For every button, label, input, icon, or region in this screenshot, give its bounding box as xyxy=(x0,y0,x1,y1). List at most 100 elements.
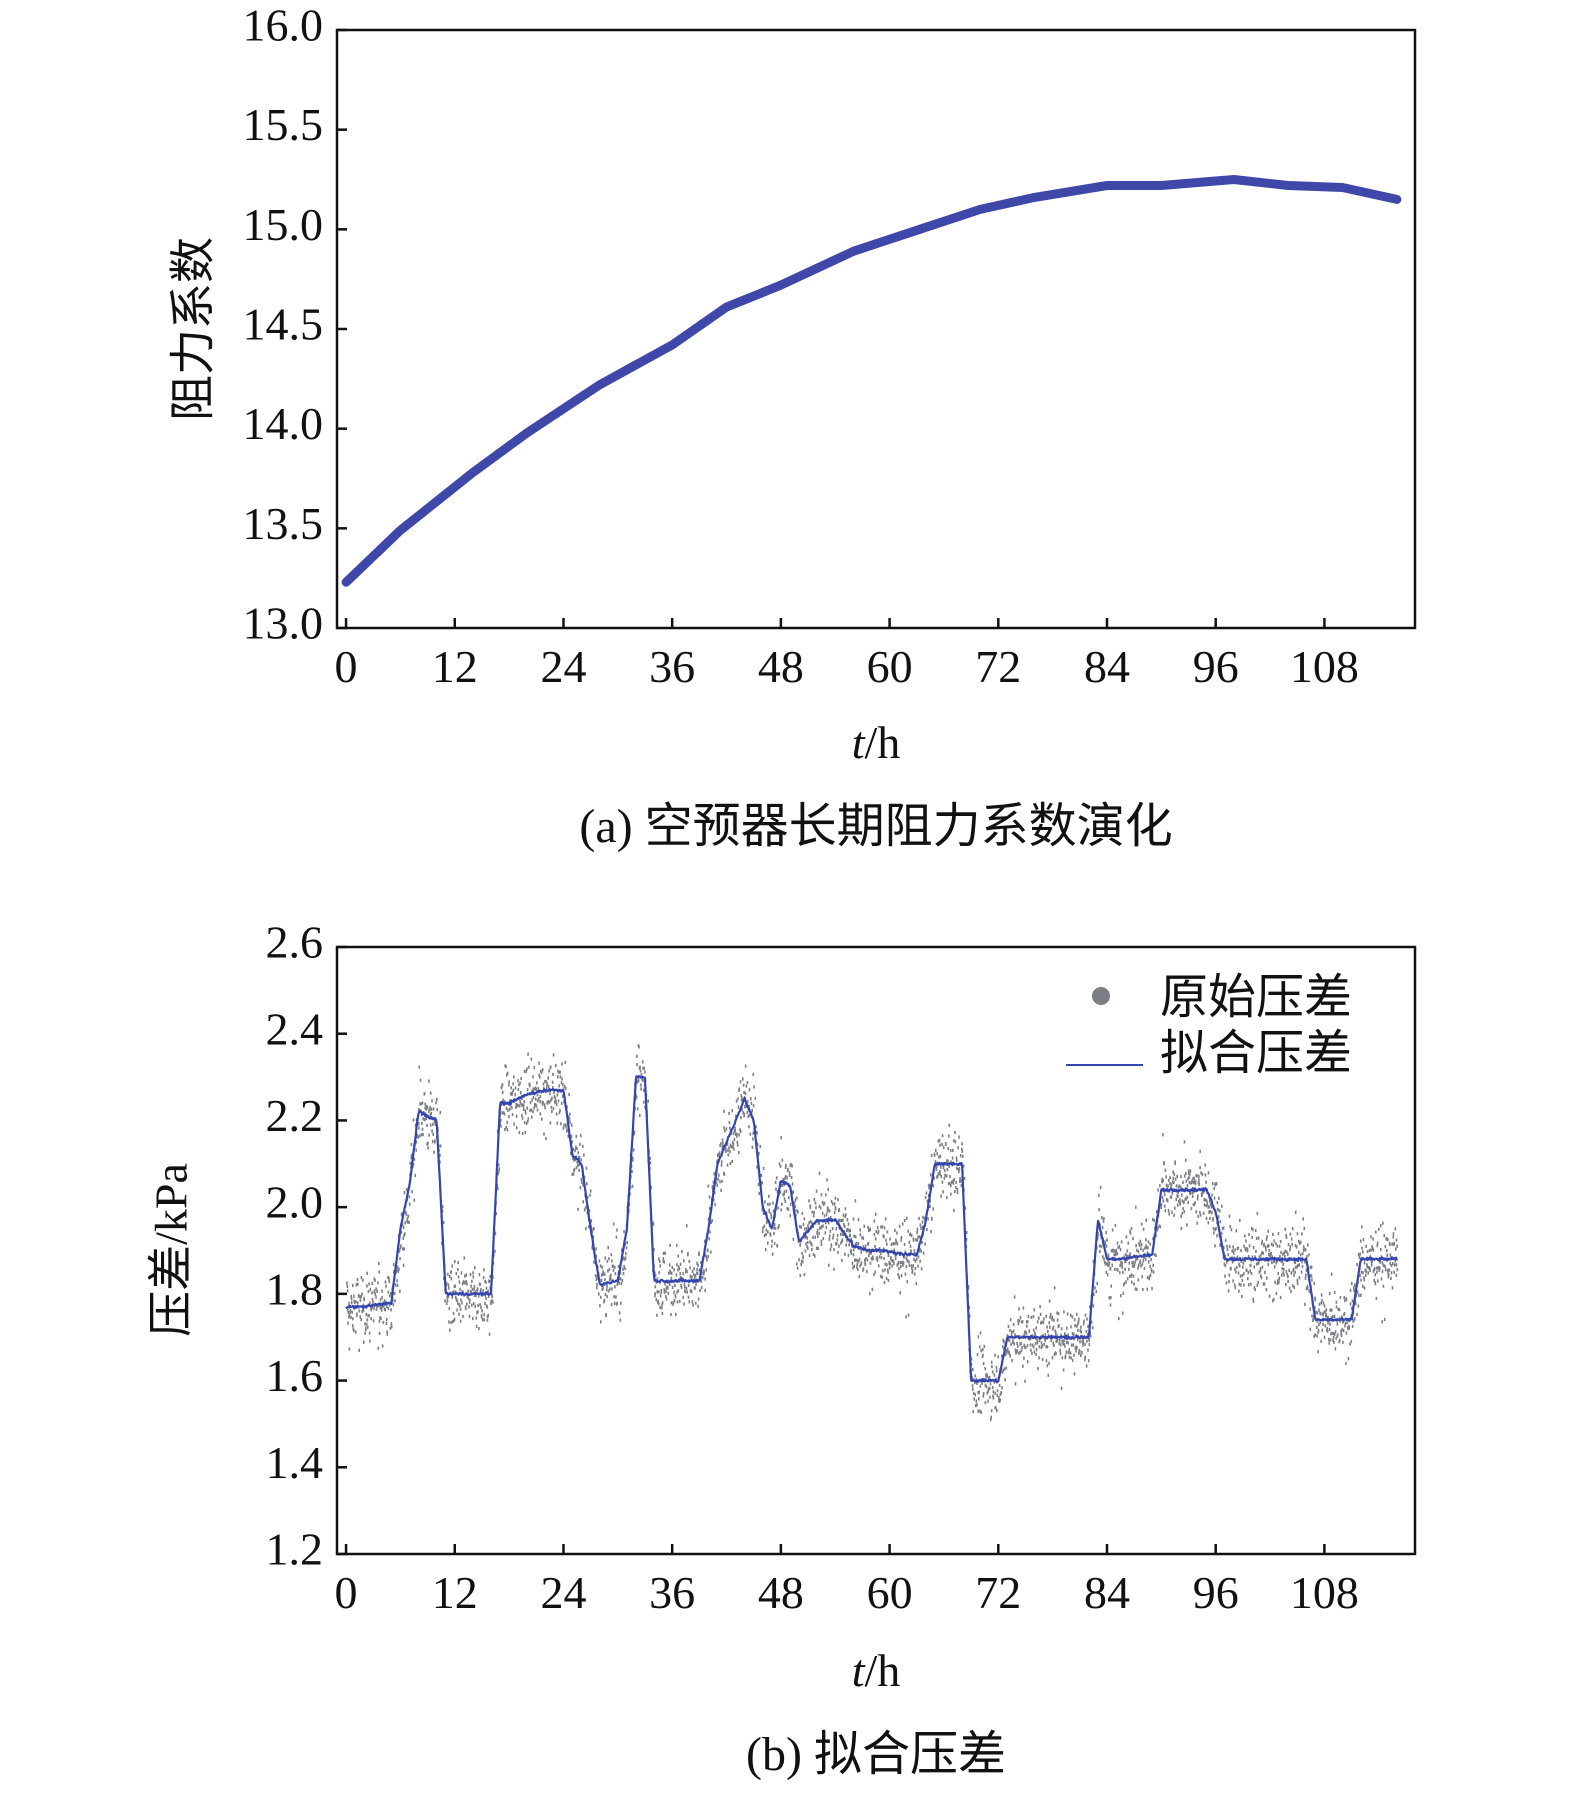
raw-point xyxy=(1317,1350,1319,1354)
raw-point xyxy=(1264,1270,1266,1274)
raw-point xyxy=(781,1158,784,1162)
raw-point xyxy=(459,1307,462,1311)
raw-point xyxy=(477,1303,479,1308)
raw-point xyxy=(683,1302,685,1306)
raw-point xyxy=(505,1064,507,1069)
raw-point xyxy=(1288,1286,1291,1290)
raw-point xyxy=(463,1280,465,1284)
raw-point xyxy=(533,1066,536,1070)
raw-point xyxy=(817,1234,819,1238)
raw-point xyxy=(889,1262,891,1266)
raw-point xyxy=(568,1093,570,1097)
raw-point xyxy=(954,1189,956,1194)
raw-point xyxy=(929,1199,931,1203)
raw-point xyxy=(1051,1315,1053,1319)
raw-point xyxy=(570,1134,573,1138)
raw-point xyxy=(615,1295,617,1299)
raw-point xyxy=(487,1313,490,1317)
raw-point xyxy=(390,1325,393,1329)
raw-point xyxy=(721,1179,723,1183)
raw-point xyxy=(417,1135,420,1139)
raw-point xyxy=(649,1156,651,1160)
raw-point xyxy=(1335,1336,1337,1340)
raw-point xyxy=(949,1175,951,1179)
raw-point xyxy=(593,1227,595,1231)
raw-point xyxy=(697,1297,700,1301)
raw-point xyxy=(1212,1216,1214,1220)
raw-point xyxy=(1004,1378,1006,1382)
raw-point xyxy=(1164,1209,1167,1213)
raw-point xyxy=(881,1275,884,1279)
raw-point xyxy=(1209,1209,1212,1214)
raw-point xyxy=(920,1249,922,1253)
raw-point xyxy=(357,1294,360,1298)
raw-point xyxy=(1252,1246,1255,1250)
raw-point xyxy=(949,1181,951,1186)
raw-point xyxy=(1127,1255,1129,1259)
raw-point xyxy=(1163,1161,1165,1165)
raw-point xyxy=(819,1226,821,1230)
raw-point xyxy=(1218,1196,1220,1200)
raw-point xyxy=(603,1272,606,1276)
raw-point xyxy=(1251,1226,1253,1230)
raw-point xyxy=(915,1257,918,1261)
raw-point xyxy=(706,1249,709,1253)
raw-point xyxy=(463,1256,466,1260)
raw-point xyxy=(762,1226,764,1230)
raw-point xyxy=(849,1228,851,1232)
raw-point xyxy=(461,1282,464,1286)
raw-point xyxy=(468,1300,471,1304)
raw-point xyxy=(866,1249,868,1253)
raw-point xyxy=(384,1308,386,1312)
raw-point xyxy=(623,1265,625,1269)
raw-point xyxy=(506,1120,508,1124)
raw-point xyxy=(583,1175,586,1179)
raw-point xyxy=(633,1130,636,1134)
raw-point xyxy=(728,1111,730,1115)
raw-point xyxy=(1187,1169,1190,1173)
chart-a-xlabel: t/h xyxy=(852,717,901,768)
raw-point xyxy=(1142,1287,1144,1292)
raw-point xyxy=(1114,1267,1116,1271)
raw-point xyxy=(1007,1324,1010,1328)
raw-point xyxy=(1123,1281,1126,1286)
raw-point xyxy=(632,1148,635,1152)
raw-point xyxy=(870,1251,872,1255)
raw-point xyxy=(1213,1231,1215,1235)
raw-point xyxy=(511,1106,513,1110)
raw-point xyxy=(736,1143,739,1147)
raw-point xyxy=(868,1254,870,1258)
chart-b-xtick-label: 12 xyxy=(432,1567,478,1618)
raw-point xyxy=(682,1295,685,1299)
raw-point xyxy=(368,1314,370,1318)
raw-point xyxy=(1349,1288,1352,1293)
raw-point xyxy=(1018,1307,1020,1311)
raw-point xyxy=(643,1066,646,1070)
raw-point xyxy=(454,1284,457,1288)
raw-point xyxy=(486,1318,489,1322)
raw-point xyxy=(883,1256,885,1261)
raw-point xyxy=(1299,1240,1302,1244)
raw-point xyxy=(600,1320,602,1324)
raw-point xyxy=(975,1404,977,1408)
raw-point xyxy=(1140,1264,1142,1268)
raw-point xyxy=(1320,1301,1323,1305)
raw-point xyxy=(1161,1177,1163,1181)
raw-point xyxy=(439,1153,441,1158)
raw-point xyxy=(583,1153,585,1157)
chart-b-caption: (b) 拟合压差 xyxy=(746,1728,1006,1781)
raw-point xyxy=(1040,1341,1043,1345)
raw-point xyxy=(577,1164,579,1168)
raw-point xyxy=(1124,1259,1127,1263)
raw-point xyxy=(1264,1245,1267,1249)
raw-point xyxy=(1301,1260,1303,1264)
raw-point xyxy=(1073,1353,1075,1357)
raw-point xyxy=(1314,1310,1317,1314)
raw-point xyxy=(963,1176,966,1181)
raw-point xyxy=(1343,1312,1346,1316)
raw-point xyxy=(346,1289,349,1293)
raw-point xyxy=(1311,1314,1313,1318)
raw-point xyxy=(941,1180,944,1184)
raw-point xyxy=(436,1097,438,1102)
raw-point xyxy=(948,1134,950,1138)
